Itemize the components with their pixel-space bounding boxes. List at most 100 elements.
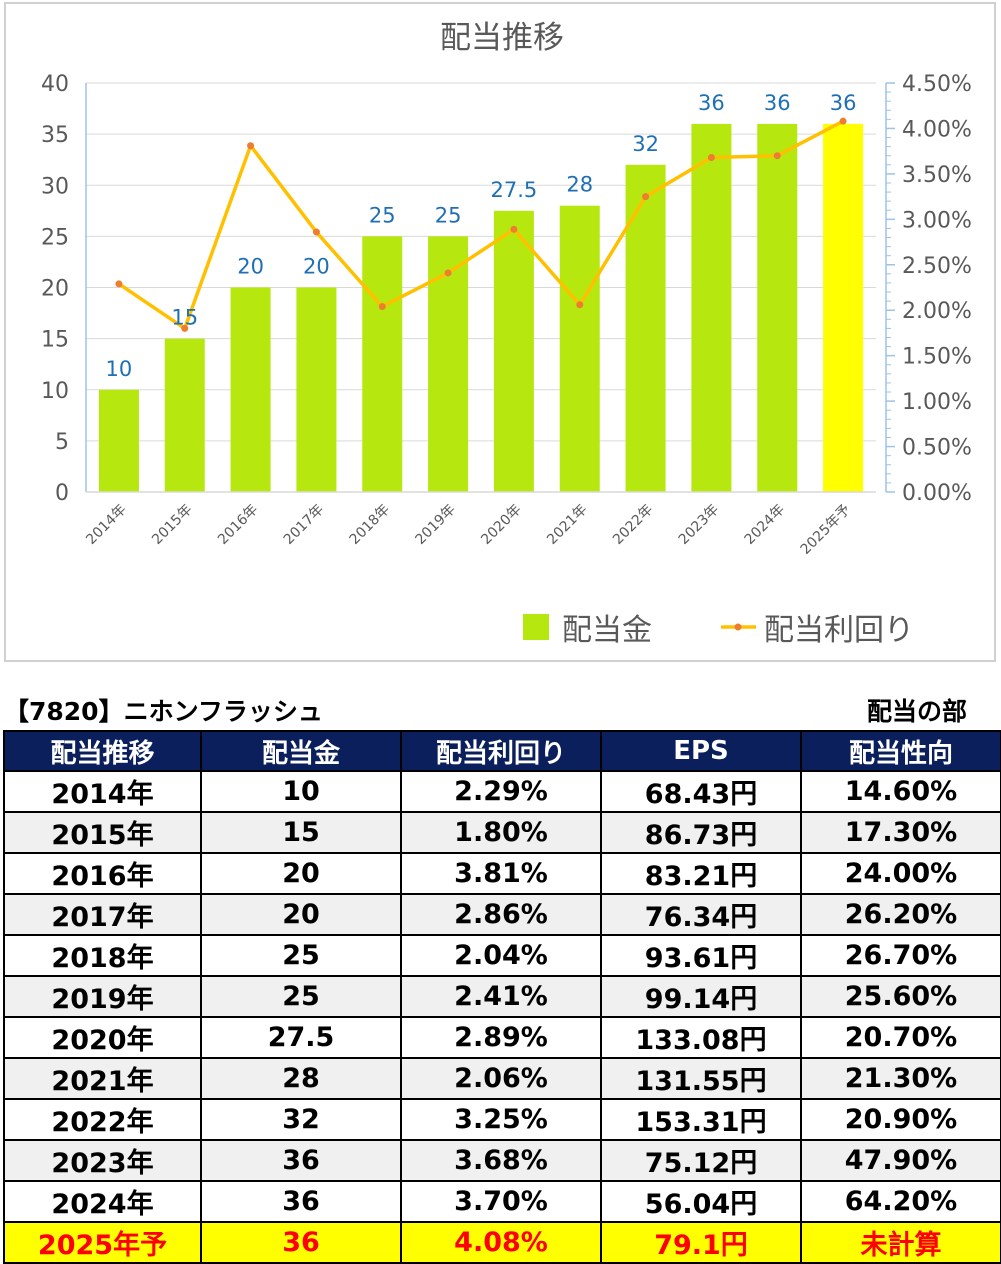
- yield-marker: [115, 280, 123, 288]
- yield-marker: [510, 225, 518, 233]
- table-cell: 2021年: [3, 1057, 202, 1100]
- bar-data-label: 27.5: [491, 178, 538, 202]
- table-cell: 153.31円: [600, 1098, 802, 1141]
- y-left-tick-label: 5: [55, 430, 69, 455]
- table-cell: 10: [200, 770, 402, 813]
- chart-panel: 配当推移 0 5 10 15 20 25 30 35 40 0.00% 0.50% 1.00% 1.50%…: [4, 2, 996, 662]
- header-cell: EPS: [600, 730, 802, 772]
- table-cell: 2017年: [3, 893, 202, 936]
- table-cell: 2.89%: [400, 1016, 602, 1059]
- table-cell: 24.00%: [800, 852, 1001, 895]
- chart-title: 配当推移: [440, 20, 564, 56]
- x-category-label: 2018年: [347, 502, 393, 548]
- table-cell: 2018年: [3, 934, 202, 977]
- table-cell: 36: [200, 1221, 402, 1264]
- bar-data-label: 36: [764, 91, 791, 115]
- table-row: 2015年 15 1.80% 86.73円 17.30%: [3, 811, 1001, 854]
- table-cell: 2019年: [3, 975, 202, 1018]
- x-category-label: 2017年: [281, 502, 327, 548]
- table-cell: 3.25%: [400, 1098, 602, 1141]
- yield-marker: [181, 324, 189, 332]
- legend-label-yield: 配当利回り: [764, 613, 914, 648]
- table-cell: 36: [200, 1180, 402, 1223]
- yield-marker: [773, 152, 781, 160]
- table-cell: 131.55円: [600, 1057, 802, 1100]
- bar: [757, 123, 798, 493]
- bar: [493, 210, 534, 492]
- table-cell: 2016年: [3, 852, 202, 895]
- table-cell: 4.08%: [400, 1221, 602, 1264]
- table-cell: 68.43円: [600, 770, 802, 813]
- table-row: 2021年 28 2.06% 131.55円 21.30%: [3, 1057, 1001, 1100]
- y-right-tick-label: 1.00%: [902, 390, 972, 415]
- bar: [164, 338, 205, 492]
- table-cell: 83.21円: [600, 852, 802, 895]
- bar-data-label: 25: [435, 203, 462, 227]
- y-right-tick-label: 4.50%: [902, 72, 972, 97]
- legend-marker-yield: [734, 623, 742, 631]
- y-right-tick-label: 3.00%: [902, 208, 972, 233]
- y-left-tick-label: 30: [41, 174, 69, 199]
- table-row: 2018年 25 2.04% 93.61円 26.70%: [3, 934, 1001, 977]
- bar: [296, 287, 337, 492]
- bar: [362, 236, 403, 492]
- bar: [559, 205, 600, 492]
- yield-marker: [444, 269, 452, 277]
- yield-marker: [707, 154, 715, 162]
- table-cell: 20.90%: [800, 1098, 1001, 1141]
- table-cell: 133.08円: [600, 1016, 802, 1059]
- table-cell: 3.81%: [400, 852, 602, 895]
- bar-data-label: 20: [303, 255, 330, 279]
- yield-marker: [839, 117, 847, 125]
- table-cell: 2.06%: [400, 1057, 602, 1100]
- x-category-label: 2014年: [83, 502, 129, 548]
- y-right-tick-label: 4.00%: [902, 117, 972, 142]
- table-cell: 86.73円: [600, 811, 802, 854]
- legend-swatch-dividend: [523, 614, 549, 640]
- x-category-label: 2021年: [544, 502, 590, 548]
- table-cell: 99.14円: [600, 975, 802, 1018]
- table-cell: 26.70%: [800, 934, 1001, 977]
- table-cell: 76.34円: [600, 893, 802, 936]
- table-cell: 2.29%: [400, 770, 602, 813]
- table-cell: 1.80%: [400, 811, 602, 854]
- table-cell: 75.12円: [600, 1139, 802, 1182]
- y-left-tick-label: 10: [41, 379, 69, 404]
- table-section-label: 配当の部: [866, 697, 967, 726]
- table-cell: 2024年: [3, 1180, 202, 1223]
- bar: [823, 123, 864, 493]
- x-category-label: 2015年: [149, 502, 195, 548]
- table-cell: 93.61円: [600, 934, 802, 977]
- bar-data-label: 36: [830, 91, 857, 115]
- table-header: 配当推移 配当金 配当利回り EPS 配当性向: [3, 730, 1001, 772]
- table-cell: 17.30%: [800, 811, 1001, 854]
- header-cell: 配当推移: [3, 730, 202, 772]
- table-row: 2016年 20 3.81% 83.21円 24.00%: [3, 852, 1001, 895]
- table-title: 【7820】ニホンフラッシュ: [4, 697, 323, 726]
- y-left-tick-label: 20: [41, 277, 69, 302]
- table-cell: 21.30%: [800, 1057, 1001, 1100]
- dividend-table: 配当推移 配当金 配当利回り EPS 配当性向 2014年 10 2.29% 68.4…: [3, 730, 1001, 1264]
- table-cell: 25: [200, 975, 402, 1018]
- header-cell: 配当金: [200, 730, 402, 772]
- bar: [691, 123, 732, 493]
- table-row: 2017年 20 2.86% 76.34円 26.20%: [3, 893, 1001, 936]
- table-row: 2022年 32 3.25% 153.31円 20.90%: [3, 1098, 1001, 1141]
- y-right-tick-label: 3.50%: [902, 163, 972, 188]
- x-category-label: 2022年: [610, 502, 656, 548]
- bar-data-label: 10: [106, 357, 133, 381]
- table-cell: 79.1円: [600, 1221, 802, 1264]
- table-cell: 2015年: [3, 811, 202, 854]
- table-cell: 2014年: [3, 770, 202, 813]
- bar: [230, 287, 271, 492]
- x-category-label: 2020年: [478, 502, 524, 548]
- header-cell: 配当性向: [800, 730, 1001, 772]
- table-row: 2019年 25 2.41% 99.14円 25.60%: [3, 975, 1001, 1018]
- table-row-forecast: 2025年予 36 4.08% 79.1円 未計算: [3, 1221, 1001, 1264]
- table-row: 2024年 36 3.70% 56.04円 64.20%: [3, 1180, 1001, 1223]
- header-cell: 配当利回り: [400, 730, 602, 772]
- table-cell: 3.68%: [400, 1139, 602, 1182]
- x-category-label: 2019年: [412, 502, 458, 548]
- table-cell: 32: [200, 1098, 402, 1141]
- x-category-label: 2023年: [676, 502, 722, 548]
